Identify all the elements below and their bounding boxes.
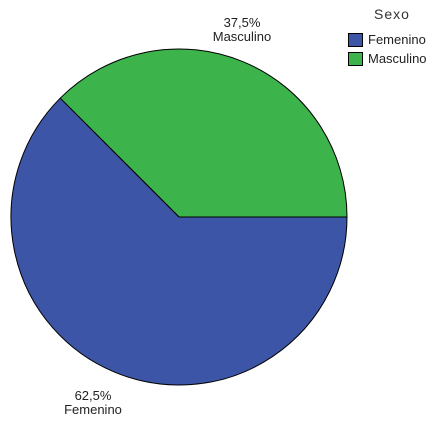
- slice-label-masculino-value: 37,5%: [224, 15, 261, 30]
- slice-label-femenino-name: Femenino: [64, 402, 122, 417]
- legend-swatch-masculino: [348, 51, 363, 66]
- slice-label-masculino-name: Masculino: [213, 29, 272, 44]
- pie-labels: 37,5% Masculino 62,5% Femenino: [64, 15, 271, 417]
- pie-slices: [10, 48, 348, 386]
- pie-slice-femenino: [10, 97, 348, 386]
- legend: Sexo Femenino Masculino: [348, 6, 446, 68]
- pie-slice-masculino: [59, 48, 348, 218]
- legend-label-femenino: Femenino: [368, 32, 426, 47]
- legend-label-masculino: Masculino: [368, 51, 427, 66]
- legend-swatch-femenino: [348, 32, 363, 47]
- slice-label-femenino-value: 62,5%: [75, 388, 112, 403]
- legend-item-femenino: Femenino: [348, 30, 446, 49]
- legend-title: Sexo: [374, 6, 410, 22]
- legend-item-masculino: Masculino: [348, 49, 446, 68]
